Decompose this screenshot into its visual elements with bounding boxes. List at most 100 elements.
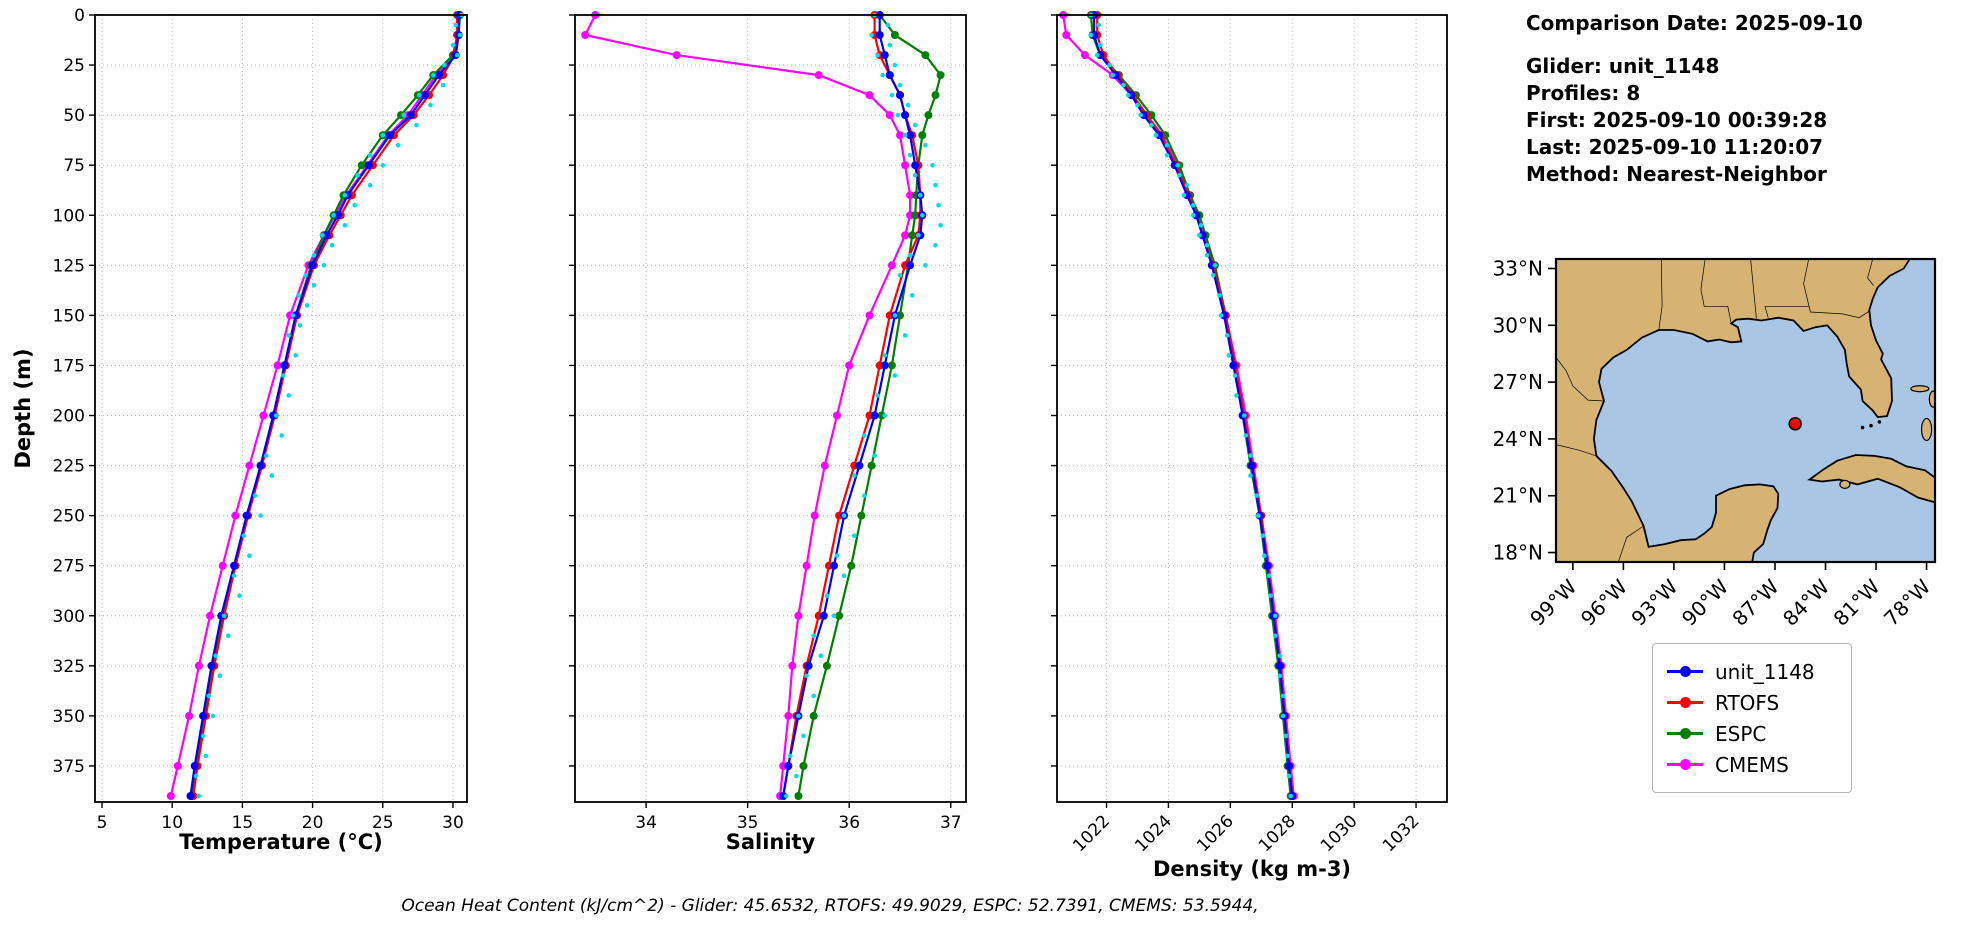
glider-obs-point — [912, 172, 918, 178]
x-tick-label: 1022 — [1069, 811, 1114, 856]
series-marker-unit_1148 — [880, 361, 889, 370]
glider-obs-point — [303, 273, 308, 278]
glider-obs-point — [304, 303, 310, 308]
series-marker-CMEMS — [166, 792, 175, 800]
glider-obs-point — [862, 433, 867, 438]
series-marker-ESPC — [357, 161, 366, 170]
glider-obs-point — [213, 653, 218, 659]
glider-obs-point — [440, 82, 446, 88]
glider-obs-point — [923, 142, 928, 148]
legend: unit_1148 RTOFS ESPC CMEMS — [1652, 643, 1852, 793]
coastline-cuba — [1807, 454, 1935, 504]
glider-obs-point — [1234, 393, 1239, 398]
y-tick-label: 75 — [63, 156, 85, 176]
glider-obs-point — [938, 223, 943, 228]
series-marker-ESPC — [921, 51, 930, 60]
legend-marker-rtofs — [1667, 697, 1703, 708]
x-tick-label: 10 — [161, 813, 183, 833]
glider-obs-point — [1153, 132, 1159, 138]
series-marker-unit_1148 — [242, 511, 251, 520]
x-axis-label: Temperature (°C) — [179, 830, 382, 854]
x-tick-label: 1024 — [1131, 811, 1176, 856]
series-marker-CMEMS — [206, 611, 215, 620]
y-tick-label: 250 — [53, 507, 85, 527]
x-axis-label: Salinity — [726, 830, 816, 854]
series-marker-unit_1148 — [784, 762, 793, 770]
glider-obs-point — [342, 192, 348, 198]
glider-obs-point — [892, 373, 898, 378]
glider-obs-point — [454, 52, 460, 58]
y-axis-label: Depth (m) — [11, 348, 35, 468]
glider-obs-point — [783, 793, 789, 799]
y-tick-label: 375 — [53, 757, 85, 777]
glider-obs-point — [1226, 353, 1232, 358]
map-frame — [1554, 257, 1937, 564]
series-marker-CMEMS — [273, 361, 282, 370]
glider-obs-point — [1181, 192, 1187, 198]
florida-keys-dot — [1877, 420, 1882, 424]
legend-marker-espc — [1667, 728, 1703, 739]
state-border — [1700, 259, 1732, 324]
glider-obs-point — [862, 493, 867, 498]
series-marker-unit_1148 — [199, 711, 208, 720]
series-marker-ESPC — [918, 131, 927, 140]
glider-obs-point — [237, 593, 242, 598]
glider-obs-point — [226, 633, 231, 639]
y-tick-label: 175 — [53, 356, 85, 376]
series-marker-ESPC — [931, 91, 940, 100]
map-lon-label: 96°W — [1576, 574, 1632, 630]
map-lon-label: 87°W — [1727, 574, 1783, 630]
series-marker-unit_1148 — [804, 661, 813, 670]
glider-obs-point — [804, 673, 809, 679]
glider-obs-point — [414, 122, 419, 128]
series-marker-CMEMS — [814, 71, 823, 80]
glider-obs-point — [1190, 213, 1196, 218]
glider-obs-point — [920, 213, 925, 218]
state-border — [1750, 259, 1757, 319]
series-marker-unit_1148 — [855, 461, 864, 470]
glider-obs-point — [380, 132, 386, 138]
series-marker-unit_1148 — [186, 792, 195, 800]
glider-obs-point — [193, 773, 199, 779]
series-marker-ESPC — [867, 461, 876, 470]
state-border — [1764, 306, 1769, 318]
series-marker-unit_1148 — [190, 762, 199, 770]
glider-obs-point — [331, 213, 336, 218]
florida-keys-dot — [1860, 425, 1865, 430]
glider-obs-point — [852, 533, 857, 538]
glider-obs-point — [329, 243, 335, 248]
series-marker-unit_1148 — [870, 411, 879, 420]
series-marker-ESPC — [835, 611, 844, 620]
x-tick-label: 15 — [232, 813, 254, 833]
glider-obs-point — [380, 162, 386, 168]
y-tick-label: 150 — [53, 306, 85, 326]
glider-obs-point — [831, 613, 837, 619]
glider-obs-point — [841, 513, 847, 518]
glider-obs-point — [428, 102, 433, 108]
series-marker-ESPC — [847, 561, 856, 570]
series-marker-ESPC — [809, 711, 818, 720]
glider-obs-point — [280, 373, 286, 378]
x-tick-label: 36 — [838, 813, 860, 833]
glider-obs-point — [936, 202, 941, 208]
glider-obs-point — [431, 72, 436, 78]
series-marker-unit_1148 — [906, 131, 915, 140]
series-marker-CMEMS — [672, 51, 681, 60]
y-tick-label: 275 — [53, 557, 85, 577]
glider-obs-point — [1138, 112, 1143, 118]
series-marker-unit_1148 — [1285, 762, 1294, 770]
y-tick-label: 225 — [53, 457, 85, 477]
series-marker-ESPC — [794, 792, 803, 800]
glider-obs-point — [902, 132, 908, 138]
glider-obs-point — [1272, 613, 1278, 619]
glider-obs-point — [1248, 453, 1253, 458]
glider-obs-point — [892, 313, 898, 318]
glider-obs-point — [895, 112, 901, 118]
y-tick-label: 100 — [53, 206, 85, 226]
x-tick-label: 1032 — [1379, 811, 1424, 856]
x-tick-label: 37 — [940, 813, 962, 833]
glider-obs-point — [290, 313, 296, 318]
plot-frame — [1056, 14, 1448, 803]
series-marker-CMEMS — [581, 31, 590, 39]
glider-obs-point — [1254, 493, 1259, 498]
